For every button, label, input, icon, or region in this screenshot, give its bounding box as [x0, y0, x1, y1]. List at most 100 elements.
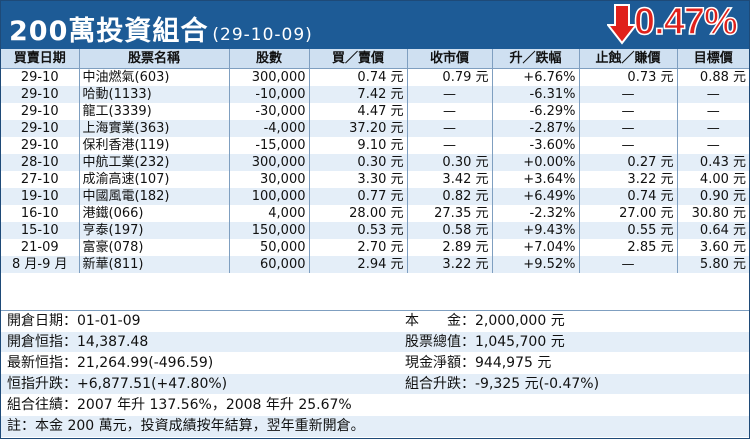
cell-shares: 300,000: [229, 68, 310, 86]
cell-target-price: —: [677, 120, 749, 137]
table-row: 29-10 中油燃氣(603) 300,000 0.74 元 0.79 元 +6.76% 0…: [1, 68, 749, 86]
latest-hsi: 最新恒指：21,264.99(-496.59): [7, 355, 214, 371]
cell-trade-price: 2.70 元: [309, 239, 408, 256]
open-date: 開倉日期：01-01-09: [7, 313, 141, 329]
cell-stop-price: 0.27 元: [579, 154, 678, 171]
cell-target-price: 4.00 元: [699, 172, 746, 187]
cell-stop-price: —: [579, 137, 678, 154]
cell-stop-price: —: [579, 256, 678, 273]
cell-change: -2.87%: [492, 120, 580, 137]
cell-change: +9.52%: [492, 256, 580, 273]
col-change: 升／跌幅: [492, 49, 580, 69]
cell-shares: 30,000: [229, 171, 310, 188]
open-hsi: 開倉恒指：14,387.48: [7, 334, 149, 350]
table-row: 28-10 中航工業(232) 300,000 0.30 元 0.30 元 +0.00% 0…: [1, 154, 749, 171]
cell-target-price: 0.43 元: [677, 154, 749, 171]
cell-target-price: 30.80 元: [691, 206, 746, 221]
cell-trade-date: 15-10: [1, 222, 80, 239]
cell-shares: 100,000: [229, 188, 310, 205]
cell-stop-price: —: [579, 103, 678, 120]
cell-change: +3.64%: [492, 171, 580, 188]
net-cash: 現金淨額：944,975 元: [405, 355, 552, 371]
cell-stop-price: 0.55 元: [579, 222, 678, 239]
cell-target-price: 0.90 元: [677, 188, 749, 205]
stock-value: 股票總值：1,045,700 元: [405, 334, 565, 350]
cell-stock-name: 哈動(1133): [79, 86, 230, 103]
cell-target-price: —: [706, 104, 720, 119]
cell-trade-price: 9.10 元: [309, 137, 408, 154]
cell-target-price: —: [677, 86, 749, 103]
cell-stop-price: 2.85 元: [579, 239, 678, 256]
summary-divider: [1, 310, 749, 311]
cell-stock-name: 成渝高速(107): [79, 171, 230, 188]
summary-row-1: 開倉日期：01-01-09 本 金：2,000,000 元: [1, 311, 749, 331]
cell-stop-price: 0.73 元: [579, 68, 678, 86]
cell-stock-name: 龍工(3339): [79, 103, 230, 120]
cell-change: +0.00%: [492, 154, 580, 171]
cell-close-price: 3.22 元: [407, 256, 493, 273]
cell-trade-price: 7.42 元: [309, 86, 408, 103]
cell-trade-date: 29-10: [1, 137, 80, 154]
cell-close-price: 0.82 元: [407, 188, 493, 205]
history: 組合往績：2007 年升 137.56%，2008 年升 25.67%: [7, 397, 352, 413]
capital: 本 金：2,000,000 元: [405, 313, 565, 329]
col-trade-price: 買／賣價: [309, 49, 408, 69]
col-trade-date: 買賣日期: [1, 49, 80, 69]
cell-stop-price: —: [579, 86, 678, 103]
cell-target-price: 5.80 元: [677, 256, 749, 273]
cell-trade-price: 28.00 元: [309, 205, 408, 222]
performance-badge: 0.47%: [633, 0, 738, 44]
title-text: 200萬投資組合: [9, 16, 209, 47]
cell-trade-price: 0.77 元: [309, 188, 408, 205]
holdings-table: 買賣日期 股票名稱 股數 買／賣價 收市價 升／跌幅 止蝕／賺價 目標價 29-…: [1, 49, 749, 273]
cell-close-price: 0.58 元: [407, 222, 493, 239]
title-date: (29-10-09): [212, 25, 313, 45]
table-row: 29-10 龍工(3339) -30,000 4.47 元 — -6.29% — —: [1, 103, 749, 120]
cell-shares: 4,000: [229, 205, 310, 222]
cell-shares: -4,000: [229, 120, 310, 137]
cell-stock-name: 亨泰(197): [79, 222, 230, 239]
cell-trade-date: 16-10: [1, 205, 80, 222]
cell-trade-date: 27-10: [1, 171, 80, 188]
table-row: 19-10 中國風電(182) 100,000 0.77 元 0.82 元 +6.49% 0…: [1, 188, 749, 205]
cell-stop-price: 27.00 元: [579, 205, 678, 222]
table-header-row: 買賣日期 股票名稱 股數 買／賣價 收市價 升／跌幅 止蝕／賺價 目標價: [1, 49, 749, 69]
cell-change: +7.04%: [492, 239, 580, 256]
cell-trade-date: 29-10: [1, 103, 80, 120]
summary-row-4: 恒指升跌：+6,877.51(+47.80%) 組合升跌：-9,325 元(-0…: [1, 374, 749, 394]
cell-close-price: 0.30 元: [407, 154, 493, 171]
cell-close-price: —: [407, 137, 493, 154]
cell-target-price: 0.88 元: [699, 70, 746, 85]
cell-stock-name: 中國風電(182): [79, 188, 230, 205]
table-row: 29-10 保利香港(119) -15,000 9.10 元 — -3.60% — —: [1, 137, 749, 154]
title-bar: 200萬投資組合 (29-10-09) 0.47%: [1, 0, 749, 49]
summary-row-6: 註：本金 200 萬元，投資成績按年結算，翌年重新開倉。: [1, 416, 749, 437]
cell-close-price: —: [407, 86, 493, 103]
cell-target-price: 0.64 元: [677, 222, 749, 239]
col-shares: 股數: [229, 49, 310, 69]
cell-change: -6.31%: [492, 86, 580, 103]
cell-trade-price: 4.47 元: [309, 103, 408, 120]
cell-trade-price: 2.94 元: [309, 256, 408, 273]
cell-close-price: —: [407, 103, 493, 120]
cell-shares: -30,000: [229, 103, 310, 120]
cell-shares: 150,000: [229, 222, 310, 239]
cell-change: -2.32%: [492, 205, 580, 222]
table-row: 8 月-9 月新華(811) 60,000 2.94 元 3.22 元 +9.52% —5…: [1, 256, 749, 273]
cell-stop-price: 3.22 元: [579, 171, 678, 188]
cell-trade-date: 21-09: [1, 239, 80, 256]
cell-trade-date: 8 月-9 月: [1, 256, 80, 273]
portfolio-change: 組合升跌：-9,325 元(-0.47%): [405, 376, 600, 392]
cell-shares: -10,000: [229, 86, 310, 103]
summary-row-3: 最新恒指：21,264.99(-496.59) 現金淨額：944,975 元: [1, 353, 749, 373]
cell-close-price: 3.42 元: [407, 171, 493, 188]
cell-stock-name: 中航工業(232): [79, 154, 230, 171]
table-row: 16-10 港鐵(066) 4,000 28.00 元 27.35 元 -2.32% 27.…: [1, 205, 749, 222]
cell-trade-price: 37.20 元: [309, 120, 408, 137]
footnote: 註：本金 200 萬元，投資成績按年結算，翌年重新開倉。: [7, 418, 365, 434]
summary-row-2: 開倉恒指：14,387.48 股票總值：1,045,700 元: [1, 332, 749, 352]
cell-change: +6.49%: [492, 188, 580, 205]
col-target-price: 目標價: [677, 49, 749, 69]
cell-stop-price: —: [579, 120, 678, 137]
